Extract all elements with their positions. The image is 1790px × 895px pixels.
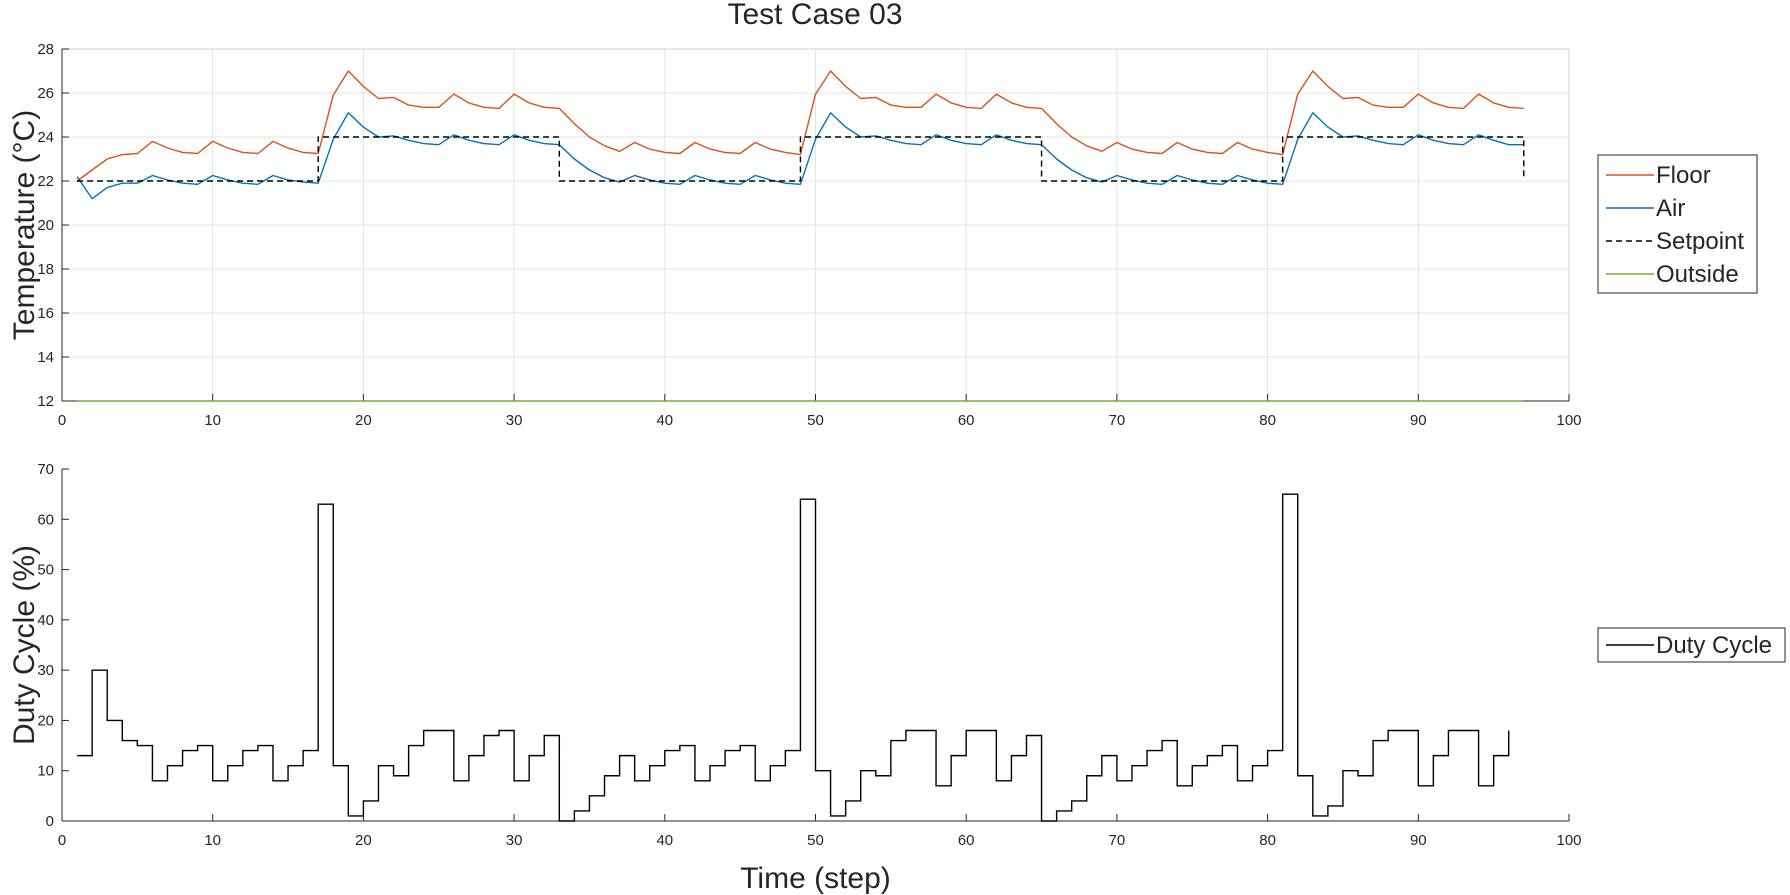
duty-cycle-line <box>77 493 1510 822</box>
temperature-legend-label-air: Air <box>1656 195 1685 222</box>
temperature-y-tick-label: 26 <box>37 85 54 102</box>
duty-y-tick-label: 10 <box>37 763 54 780</box>
temperature-x-tick-label: 20 <box>355 412 372 429</box>
duty-x-tick-label: 100 <box>1556 832 1581 849</box>
duty-x-axis-label: Time (step) <box>740 862 891 895</box>
temperature-x-tick-label: 10 <box>204 412 221 429</box>
duty-x-tick-label: 50 <box>807 832 824 849</box>
duty-y-tick-label: 30 <box>37 662 54 679</box>
temperature-axes: 0 10 20 30 40 50 60 70 80 90 100 12 14 16 18 20 22 24 26 28… <box>8 41 1582 429</box>
temperature-y-tick-label: 12 <box>37 393 54 410</box>
setpoint-line <box>77 136 1525 182</box>
temperature-legend-label-floor: Floor <box>1656 162 1711 189</box>
temperature-y-tick-label: 24 <box>37 129 54 146</box>
air-line <box>76 112 1524 200</box>
temperature-y-tick-label: 28 <box>37 41 54 58</box>
duty-y-tick-label: 70 <box>37 461 54 478</box>
duty-y-axis-label: Duty Cycle (%) <box>8 545 41 745</box>
duty-ticks: 0 10 20 30 40 50 60 70 80 90 100 0 10 20 30 40 50 60 70 <box>37 461 1581 849</box>
duty-y-tick-label: 0 <box>46 813 54 830</box>
duty-legend: Duty Cycle <box>1597 627 1786 663</box>
duty-x-tick-label: 80 <box>1259 832 1276 849</box>
temperature-legend-label-setpoint: Setpoint <box>1656 228 1744 255</box>
duty-x-tick-label: 70 <box>1109 832 1126 849</box>
temperature-x-tick-label: 80 <box>1259 412 1276 429</box>
duty-y-tick-label: 50 <box>37 562 54 579</box>
duty-x-tick-label: 40 <box>656 832 673 849</box>
duty-y-tick-label: 20 <box>37 712 54 729</box>
duty-legend-label-duty-cycle: Duty Cycle <box>1656 632 1772 659</box>
temperature-legend: Floor Air Setpoint Outside <box>1597 154 1758 294</box>
temperature-x-tick-label: 40 <box>656 412 673 429</box>
duty-x-tick-label: 0 <box>58 832 66 849</box>
temperature-y-tick-label: 16 <box>37 305 54 322</box>
temperature-y-tick-label: 20 <box>37 217 54 234</box>
temperature-x-tick-label: 70 <box>1109 412 1126 429</box>
temperature-x-tick-label: 100 <box>1556 412 1581 429</box>
temperature-y-axis-label: Temperature (°C) <box>8 110 41 340</box>
temperature-x-tick-label: 90 <box>1410 412 1427 429</box>
duty-y-tick-label: 40 <box>37 612 54 629</box>
temperature-x-tick-label: 50 <box>807 412 824 429</box>
duty-x-tick-label: 10 <box>204 832 221 849</box>
temperature-x-tick-label: 30 <box>506 412 523 429</box>
temperature-legend-box <box>1597 154 1758 294</box>
duty-y-tick-label: 60 <box>37 511 54 528</box>
temperature-y-tick-label: 14 <box>37 349 54 366</box>
duty-x-tick-label: 90 <box>1410 832 1427 849</box>
duty-x-tick-label: 60 <box>958 832 975 849</box>
floor-line <box>76 70 1524 182</box>
duty-axes: 0 10 20 30 40 50 60 70 80 90 100 0 10 20 30 40 50 60 70 Du… <box>8 461 1582 895</box>
duty-x-tick-label: 20 <box>355 832 372 849</box>
duty-series <box>77 493 1510 822</box>
temperature-series <box>76 70 1525 402</box>
temperature-legend-label-outside: Outside <box>1656 261 1739 288</box>
temperature-y-tick-label: 22 <box>37 173 54 190</box>
duty-x-tick-label: 30 <box>506 832 523 849</box>
temperature-y-tick-label: 18 <box>37 261 54 278</box>
temperature-x-tick-label: 0 <box>58 412 66 429</box>
temperature-x-tick-label: 60 <box>958 412 975 429</box>
figure-title: Test Case 03 <box>727 0 902 31</box>
